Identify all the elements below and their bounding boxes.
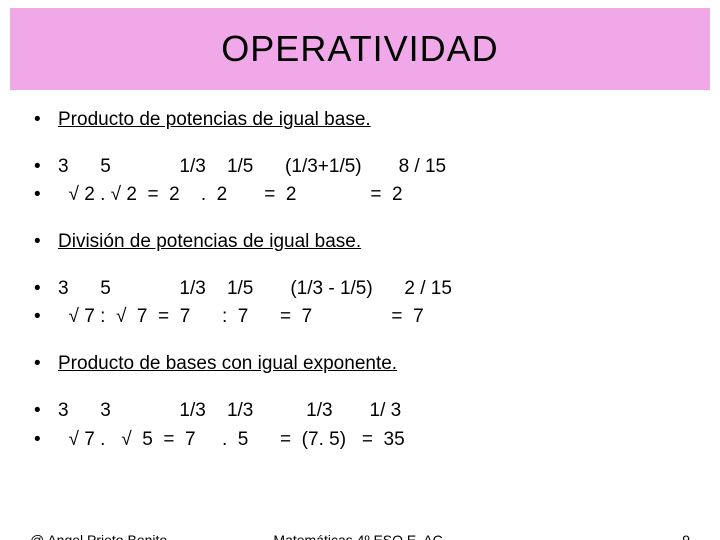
expression-line: • √ 2 . √ 2 = 2 . 2 = 2 = 2 bbox=[30, 183, 690, 208]
expression-text: √ 2 . √ 2 = 2 . 2 = 2 = 2 bbox=[58, 183, 690, 208]
slide-title: OPERATIVIDAD bbox=[10, 28, 710, 70]
expression-text: 3 3 1/3 1/3 1/3 1/ 3 bbox=[58, 399, 690, 424]
bullet-icon: • bbox=[30, 277, 58, 302]
slide-content: •Producto de potencias de igual base.•3 … bbox=[0, 90, 720, 452]
bullet-icon: • bbox=[30, 155, 58, 180]
bullet-icon: • bbox=[30, 183, 58, 208]
expression-line: • √ 7 : √ 7 = 7 : 7 = 7 = 7 bbox=[30, 305, 690, 330]
bullet-icon: • bbox=[30, 352, 58, 377]
heading-text: Producto de bases con igual exponente. bbox=[58, 352, 690, 377]
gap bbox=[30, 137, 690, 155]
heading-line: •Producto de bases con igual exponente. bbox=[30, 352, 690, 377]
title-bar: OPERATIVIDAD bbox=[10, 8, 710, 90]
bullet-icon: • bbox=[30, 305, 58, 330]
heading-line: •División de potencias de igual base. bbox=[30, 230, 690, 255]
bullet-icon: • bbox=[30, 230, 58, 255]
gap bbox=[30, 259, 690, 277]
expression-text: 3 5 1/3 1/5 (1/3+1/5) 8 / 15 bbox=[58, 155, 690, 180]
expression-text: √ 7 . √ 5 = 7 . 5 = (7. 5) = 35 bbox=[58, 428, 690, 453]
footer-subject: Matemáticas 4º ESO E. AC. bbox=[0, 532, 720, 540]
heading-text: Producto de potencias de igual base. bbox=[58, 108, 690, 133]
footer-page-number: 9 bbox=[682, 532, 690, 540]
bullet-icon: • bbox=[30, 428, 58, 453]
heading-text: División de potencias de igual base. bbox=[58, 230, 690, 255]
expression-line: •3 5 1/3 1/5 (1/3 - 1/5) 2 / 15 bbox=[30, 277, 690, 302]
expression-text: 3 5 1/3 1/5 (1/3 - 1/5) 2 / 15 bbox=[58, 277, 690, 302]
expression-line: •3 3 1/3 1/3 1/3 1/ 3 bbox=[30, 399, 690, 424]
gap bbox=[30, 212, 690, 230]
expression-text: √ 7 : √ 7 = 7 : 7 = 7 = 7 bbox=[58, 305, 690, 330]
expression-line: • √ 7 . √ 5 = 7 . 5 = (7. 5) = 35 bbox=[30, 428, 690, 453]
bullet-icon: • bbox=[30, 399, 58, 424]
heading-line: •Producto de potencias de igual base. bbox=[30, 108, 690, 133]
gap bbox=[30, 334, 690, 352]
gap bbox=[30, 381, 690, 399]
expression-line: •3 5 1/3 1/5 (1/3+1/5) 8 / 15 bbox=[30, 155, 690, 180]
bullet-icon: • bbox=[30, 108, 58, 133]
